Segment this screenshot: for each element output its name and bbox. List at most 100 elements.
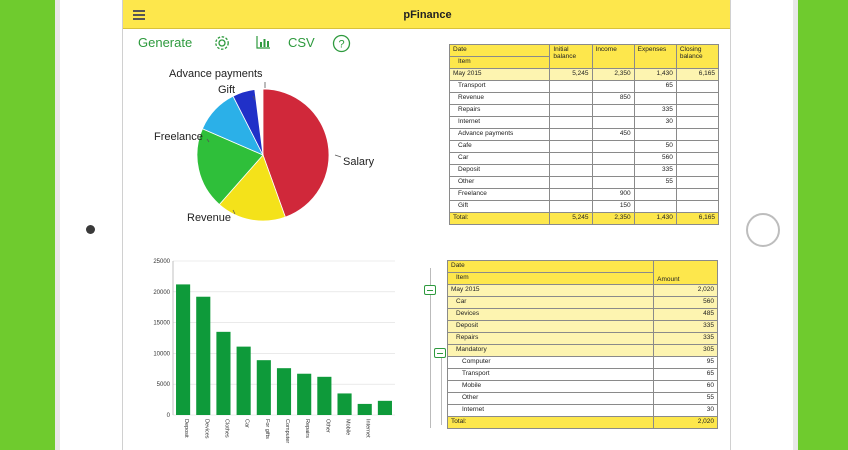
table-row[interactable]: Devices 485 [446,308,718,321]
row-item: Internet [448,116,551,129]
column-header-date: Date [446,260,655,273]
row-income [591,116,635,129]
period-row[interactable]: May 2015 2,020 [446,284,718,297]
table-row[interactable]: Other 55 [446,392,718,405]
row-item: Revenue [448,92,551,105]
bar-devices[interactable] [196,296,211,415]
row-item: Other [446,392,655,405]
row-income [591,80,635,93]
table-row[interactable]: Car 560 [448,152,720,165]
row-income: 850 [591,92,635,105]
bar-mobile[interactable] [337,393,352,415]
total-value: 6,165 [675,212,720,225]
y-tick-label: 10000 [153,351,170,357]
pie-slice-salary[interactable] [262,88,330,218]
svg-text:?: ? [338,39,344,51]
bar-internet[interactable] [357,403,372,415]
pie-slice-revenue[interactable] [218,154,286,222]
table-row[interactable]: Transport 65 [448,80,720,93]
row-amount: 305 [653,344,718,357]
table-row[interactable]: Cafe 50 [448,140,720,153]
x-tick-label: Car [244,419,250,428]
bar-repairs[interactable] [297,373,312,415]
table-row[interactable]: Internet 30 [448,116,720,129]
table-row[interactable]: Mobile 60 [446,380,718,393]
toolbar: Generate CSV ? [123,31,423,57]
total-value: 2,350 [591,212,635,225]
column-header-date: Date [448,44,551,57]
expenses-table: Date Amount Item May 2015 2,020 Car 560 De… [446,260,718,429]
pie-leader-line [232,209,236,215]
column-header-amount: Amount [653,260,718,285]
row-expenses [633,188,677,201]
total-value: 2,020 [653,416,718,429]
table-row[interactable]: Advance payments 450 [448,128,720,141]
row-income: 900 [591,188,635,201]
column-header-expenses: Expenses [633,44,677,69]
row-item: Internet [446,404,655,417]
x-tick-label: Repairs [304,419,310,438]
table-row[interactable]: Deposit 335 [446,320,718,333]
table-row[interactable]: Computer 95 [446,356,718,369]
row-closing [675,176,720,189]
pie-slice-advance[interactable] [232,89,264,156]
row-amount: 95 [653,356,718,369]
table-row[interactable]: Internet 30 [446,404,718,417]
row-initial [549,80,593,93]
row-item: Mobile [446,380,655,393]
row-amount: 65 [653,368,718,381]
bar-clothes[interactable] [216,331,231,415]
row-initial [549,104,593,117]
hamburger-menu-icon[interactable] [133,10,145,20]
table-row[interactable]: Transport 65 [446,368,718,381]
tree-guide-line [441,355,442,425]
generate-button[interactable]: Generate [138,35,193,50]
pie-leader-line [252,95,256,101]
app-screen: pFinance Generate CSV ? Ad [122,0,731,450]
collapse-period-button[interactable] [424,285,436,295]
table-row[interactable]: Revenue 850 [448,92,720,105]
total-row: Total: 2,020 [446,416,718,429]
bar-car[interactable] [236,346,251,415]
x-tick-label: Devices [203,419,209,439]
bar-computer[interactable] [276,368,292,415]
bar-insurance[interactable] [377,400,392,415]
table-row[interactable]: Repairs 335 [448,104,720,117]
table-row[interactable]: Mandatory 305 [446,344,718,357]
row-initial [549,128,593,141]
bar-chart-icon[interactable] [255,34,271,55]
row-initial [549,152,593,165]
period-closing: 6,165 [675,68,720,81]
table-row[interactable]: Freelance 900 [448,188,720,201]
device-frame-right-edge [793,0,798,450]
bar-deposit[interactable] [176,284,191,415]
gear-icon[interactable] [213,34,231,57]
bar-other[interactable] [317,376,332,415]
row-closing [675,188,720,201]
table-row[interactable]: Car 560 [446,296,718,309]
row-initial [549,164,593,177]
bar-for-gifts[interactable] [256,360,271,415]
row-expenses: 335 [633,104,677,117]
collapse-mandatory-button[interactable] [434,348,446,358]
row-closing [675,140,720,153]
period-row[interactable]: May 2015 5,245 2,350 1,430 6,165 [448,68,720,81]
row-item: Other [448,176,551,189]
help-icon[interactable]: ? [332,34,351,58]
column-header-item: Item [448,56,551,69]
csv-button[interactable]: CSV [288,35,315,50]
row-initial [549,188,593,201]
table-row[interactable]: Repairs 335 [446,332,718,345]
table-row[interactable]: Other 55 [448,176,720,189]
table-row[interactable]: Deposit 335 [448,164,720,177]
row-item: Deposit [448,164,551,177]
row-item: Freelance [448,188,551,201]
row-amount: 55 [653,392,718,405]
pie-slice-freelance[interactable] [196,128,264,206]
row-closing [675,80,720,93]
x-tick-label: Internet [365,419,371,438]
table-row[interactable]: Gift 150 [448,200,720,213]
tree-guide-line [430,268,431,428]
device-home-button[interactable] [746,213,780,247]
pie-label-advance-payments: Advance payments [169,68,263,80]
